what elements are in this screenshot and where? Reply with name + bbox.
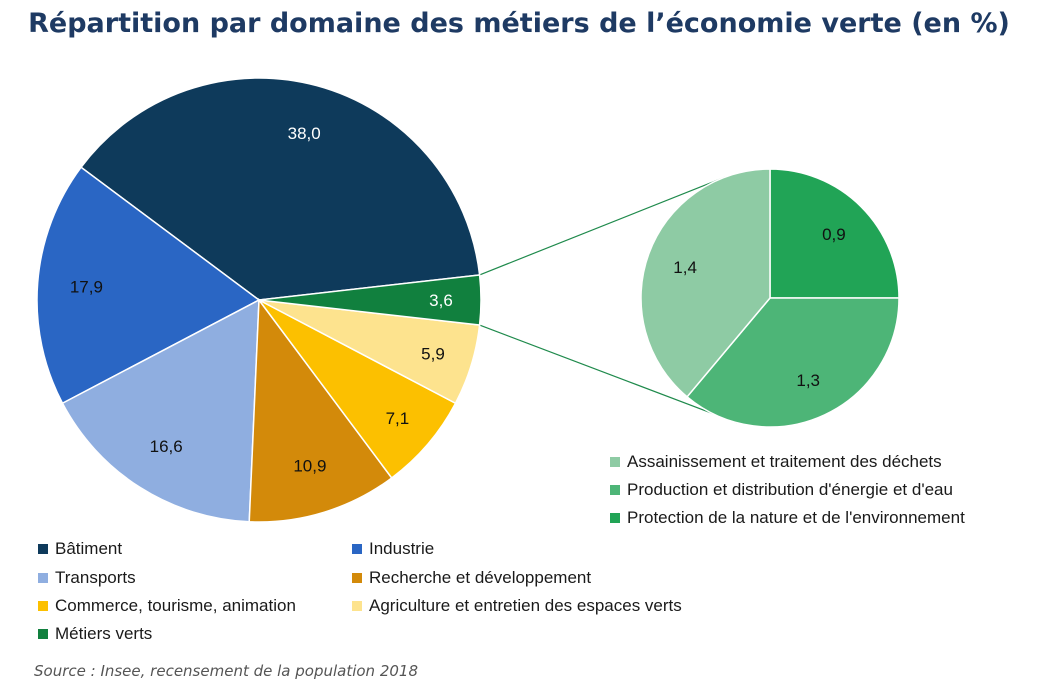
legend-label: Industrie	[369, 539, 435, 558]
pie-slice-industrie	[36, 166, 261, 405]
chart-title: Répartition par domaine des métiers de l…	[28, 8, 1010, 39]
connector-line-bottom	[479, 324, 738, 424]
main-pie-labels: 38,0 17,9 16,6 10,9 7,1 5,9 3,6	[70, 124, 453, 476]
legend-label: Assainissement et traitement des déchets	[627, 452, 942, 471]
legend-label: Transports	[55, 568, 136, 587]
legend-item-production-et-distribution-d-energie-et-d-eau: Production et distribution d'énergie et …	[610, 480, 953, 500]
sub-pie-slice-assainissement-et-traitement-des-dechets	[640, 168, 771, 398]
legend-item-transports: Transports	[38, 568, 136, 588]
pie-slice-batiment	[79, 77, 481, 301]
legend-label: Production et distribution d'énergie et …	[627, 480, 953, 499]
legend-swatch	[38, 601, 48, 611]
legend-item-industrie: Industrie	[352, 539, 434, 559]
pie-slice-transports	[61, 298, 260, 523]
legend-swatch	[352, 573, 362, 583]
data-label-commerce-tourisme-animation: 7,1	[386, 409, 410, 428]
data-label-batiment: 38,0	[288, 124, 321, 143]
legend-label: Protection de la nature et de l'environn…	[627, 508, 965, 527]
connector-line-top	[479, 176, 725, 276]
legend-swatch	[610, 485, 620, 495]
legend-label: Bâtiment	[55, 539, 123, 558]
legend-swatch	[610, 457, 620, 467]
legend-item-metiers-verts: Métiers verts	[38, 624, 152, 644]
sub-pie-slice-protection-de-la-nature-et-de-l-environnement	[769, 168, 900, 299]
legend-swatch	[610, 513, 620, 523]
data-label-recherche-et-developpement: 10,9	[293, 457, 326, 476]
pie-slice-recherche-et-developpement	[248, 297, 393, 523]
legend-swatch	[352, 544, 362, 554]
legend-item-recherche-et-developpement: Recherche et développement	[352, 568, 591, 588]
source-note: Source : Insee, recensement de la popula…	[34, 662, 419, 680]
sub-data-label-assainissement-et-traitement-des-dechets: 1,4	[673, 258, 697, 277]
legend-item-commerce-tourisme-animation: Commerce, tourisme, animation	[38, 596, 296, 616]
legend-label: Recherche et développement	[369, 568, 592, 587]
main-pie	[36, 77, 482, 523]
connector-lines	[479, 176, 738, 424]
pie-slice-metiers-verts	[258, 274, 482, 326]
legend-swatch	[352, 601, 362, 611]
legend-label: Commerce, tourisme, animation	[55, 596, 296, 615]
legend-label: Agriculture et entretien des espaces ver…	[369, 596, 682, 615]
legend-swatch	[38, 544, 48, 554]
legend-item-agriculture-et-entretien-des-espaces-verts: Agriculture et entretien des espaces ver…	[352, 596, 682, 616]
legend-item-batiment: Bâtiment	[38, 539, 122, 559]
sub-data-label-production-et-distribution-d-energie-et-d-eau: 1,3	[796, 371, 820, 390]
data-label-metiers-verts: 3,6	[429, 291, 453, 310]
legend-label: Métiers verts	[55, 624, 153, 643]
data-label-agriculture-et-entretien-des-espaces-verts: 5,9	[421, 345, 445, 364]
legend-item-protection-de-la-nature-et-de-l-environnement: Protection de la nature et de l'environn…	[610, 508, 965, 528]
data-label-transports: 16,6	[150, 437, 183, 456]
sub-pie-slice-production-et-distribution-d-energie-et-d-eau	[686, 297, 900, 428]
legend-swatch	[38, 573, 48, 583]
secondary-pie	[640, 168, 900, 428]
secondary-pie-labels: 0,9 1,3 1,4	[673, 225, 845, 390]
legend-item-assainissement-et-traitement-des-dechets: Assainissement et traitement des déchets	[610, 452, 942, 472]
legend-swatch	[38, 629, 48, 639]
sub-data-label-protection-de-la-nature-et-de-l-environnement: 0,9	[822, 225, 846, 244]
data-label-industrie: 17,9	[70, 277, 103, 296]
